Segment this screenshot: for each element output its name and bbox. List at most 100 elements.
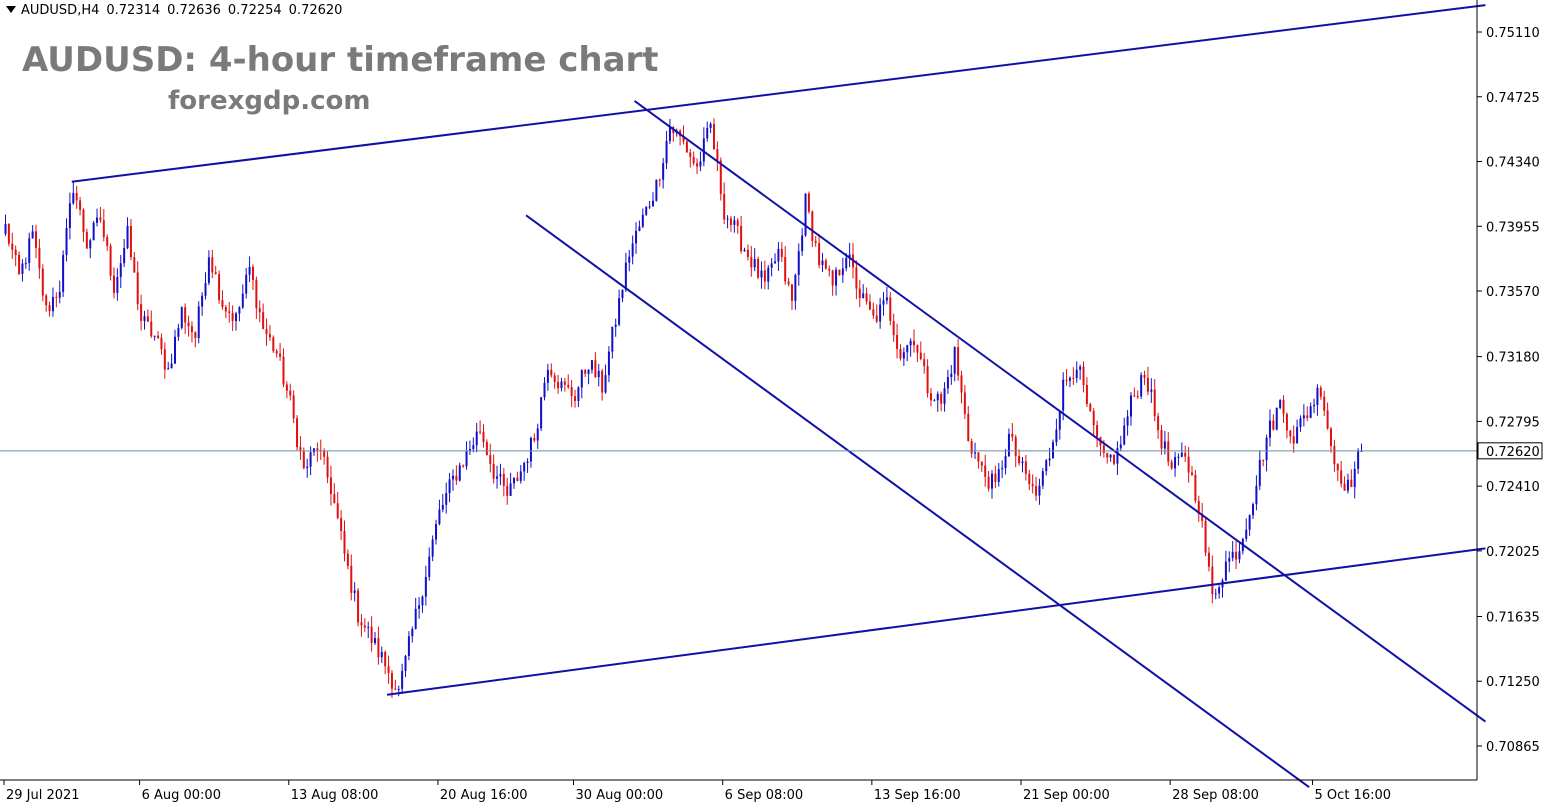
x-tick-label: 30 Aug 00:00 <box>576 788 664 803</box>
candle-body <box>384 651 387 667</box>
candle-body <box>1031 484 1034 487</box>
candle-body <box>635 230 638 244</box>
candle-body <box>1007 433 1010 457</box>
candle-body <box>889 297 892 321</box>
y-tick-label: 0.75110 <box>1486 26 1540 41</box>
candle-body <box>1177 456 1180 458</box>
candle-body <box>577 387 580 401</box>
candle-body <box>1228 557 1231 562</box>
candle-body <box>448 479 451 494</box>
candle-body <box>353 590 356 593</box>
x-tick-label: 6 Aug 00:00 <box>142 788 221 803</box>
candle-body <box>906 345 909 353</box>
candle-body <box>285 384 288 391</box>
candle-body <box>868 301 871 310</box>
candle-body <box>943 388 946 404</box>
candle-body <box>519 471 522 481</box>
candle-body <box>872 309 875 316</box>
candle-body <box>1106 452 1109 458</box>
candle-body <box>804 193 807 236</box>
candle-body <box>1336 464 1339 471</box>
candle-body <box>235 313 238 322</box>
candle-body <box>689 152 692 157</box>
candle-body <box>1353 468 1356 488</box>
candle-body <box>170 363 173 369</box>
price-tag-label: 0.72620 <box>1486 445 1540 460</box>
candle-body <box>1126 416 1129 426</box>
x-tick-label: 5 Oct 16:00 <box>1315 788 1391 803</box>
candle-body <box>1102 445 1105 453</box>
candle-body <box>414 608 417 629</box>
candle-body <box>763 270 766 282</box>
candle-body <box>109 245 112 276</box>
dropdown-triangle-icon[interactable] <box>6 6 16 13</box>
candle-body <box>899 349 902 359</box>
candle-body <box>1085 384 1088 405</box>
price-axis: 0.75110 0.74725 0.74340 0.73955 0.73570 0.731… <box>1477 26 1540 755</box>
candle-body <box>1285 413 1288 431</box>
candle-body <box>238 307 241 314</box>
candle-body <box>1258 459 1261 486</box>
candle-body <box>923 359 926 367</box>
candle-body <box>631 243 634 257</box>
candle-body <box>662 163 665 180</box>
candle-body <box>665 141 668 164</box>
candle-body <box>828 268 831 271</box>
candle-body <box>557 381 560 389</box>
candle-body <box>614 324 617 327</box>
candle-body <box>228 311 231 313</box>
candle-body <box>563 381 566 385</box>
candle-body <box>116 277 119 293</box>
candle-body <box>1224 561 1227 581</box>
candle-body <box>1170 461 1173 469</box>
candle-body <box>418 605 421 609</box>
candle-body <box>438 509 441 525</box>
candle-body <box>1292 436 1295 444</box>
candle-body <box>916 345 919 353</box>
candle-body <box>543 382 546 398</box>
candle-body <box>1089 404 1092 411</box>
candle-body <box>1072 377 1075 379</box>
candle-body <box>187 322 190 327</box>
candle-body <box>587 369 590 374</box>
candle-body <box>760 270 763 278</box>
candle-body <box>1191 472 1193 475</box>
candle-body <box>506 485 509 496</box>
candle-body <box>112 275 115 293</box>
candle-body <box>45 295 48 306</box>
candles-layer <box>4 118 1363 698</box>
symbol-header: AUDUSD,H4 0.72314 0.72636 0.72254 0.72620 <box>6 3 349 18</box>
candle-body <box>1180 452 1183 457</box>
candle-body <box>913 340 916 346</box>
candle-body <box>560 381 563 389</box>
candle-body <box>940 393 943 404</box>
candle-body <box>516 477 519 481</box>
candle-body <box>1123 425 1126 445</box>
candle-body <box>51 296 54 312</box>
y-tick-label: 0.70865 <box>1486 740 1540 755</box>
candle-body <box>980 461 983 466</box>
candle-body <box>296 418 299 448</box>
ohlc-high: 0.72636 <box>167 3 221 18</box>
candle-body <box>574 396 577 401</box>
candle-body <box>489 455 492 464</box>
candle-body <box>221 300 224 308</box>
candle-body <box>167 368 170 370</box>
candle-body <box>1157 416 1160 431</box>
candle-body <box>977 452 980 462</box>
candle-body <box>855 267 858 289</box>
ohlc-close: 0.72620 <box>288 3 343 18</box>
candle-body <box>1004 456 1007 468</box>
candle-body <box>567 384 570 388</box>
candle-body <box>180 307 183 328</box>
candle-body <box>733 220 736 225</box>
candle-body <box>1133 395 1136 397</box>
candle-body <box>492 463 495 479</box>
candle-body <box>21 263 24 274</box>
candle-body <box>1024 461 1027 474</box>
candle-body <box>1248 515 1251 530</box>
candle-body <box>1143 375 1146 378</box>
candle-body <box>343 530 346 554</box>
